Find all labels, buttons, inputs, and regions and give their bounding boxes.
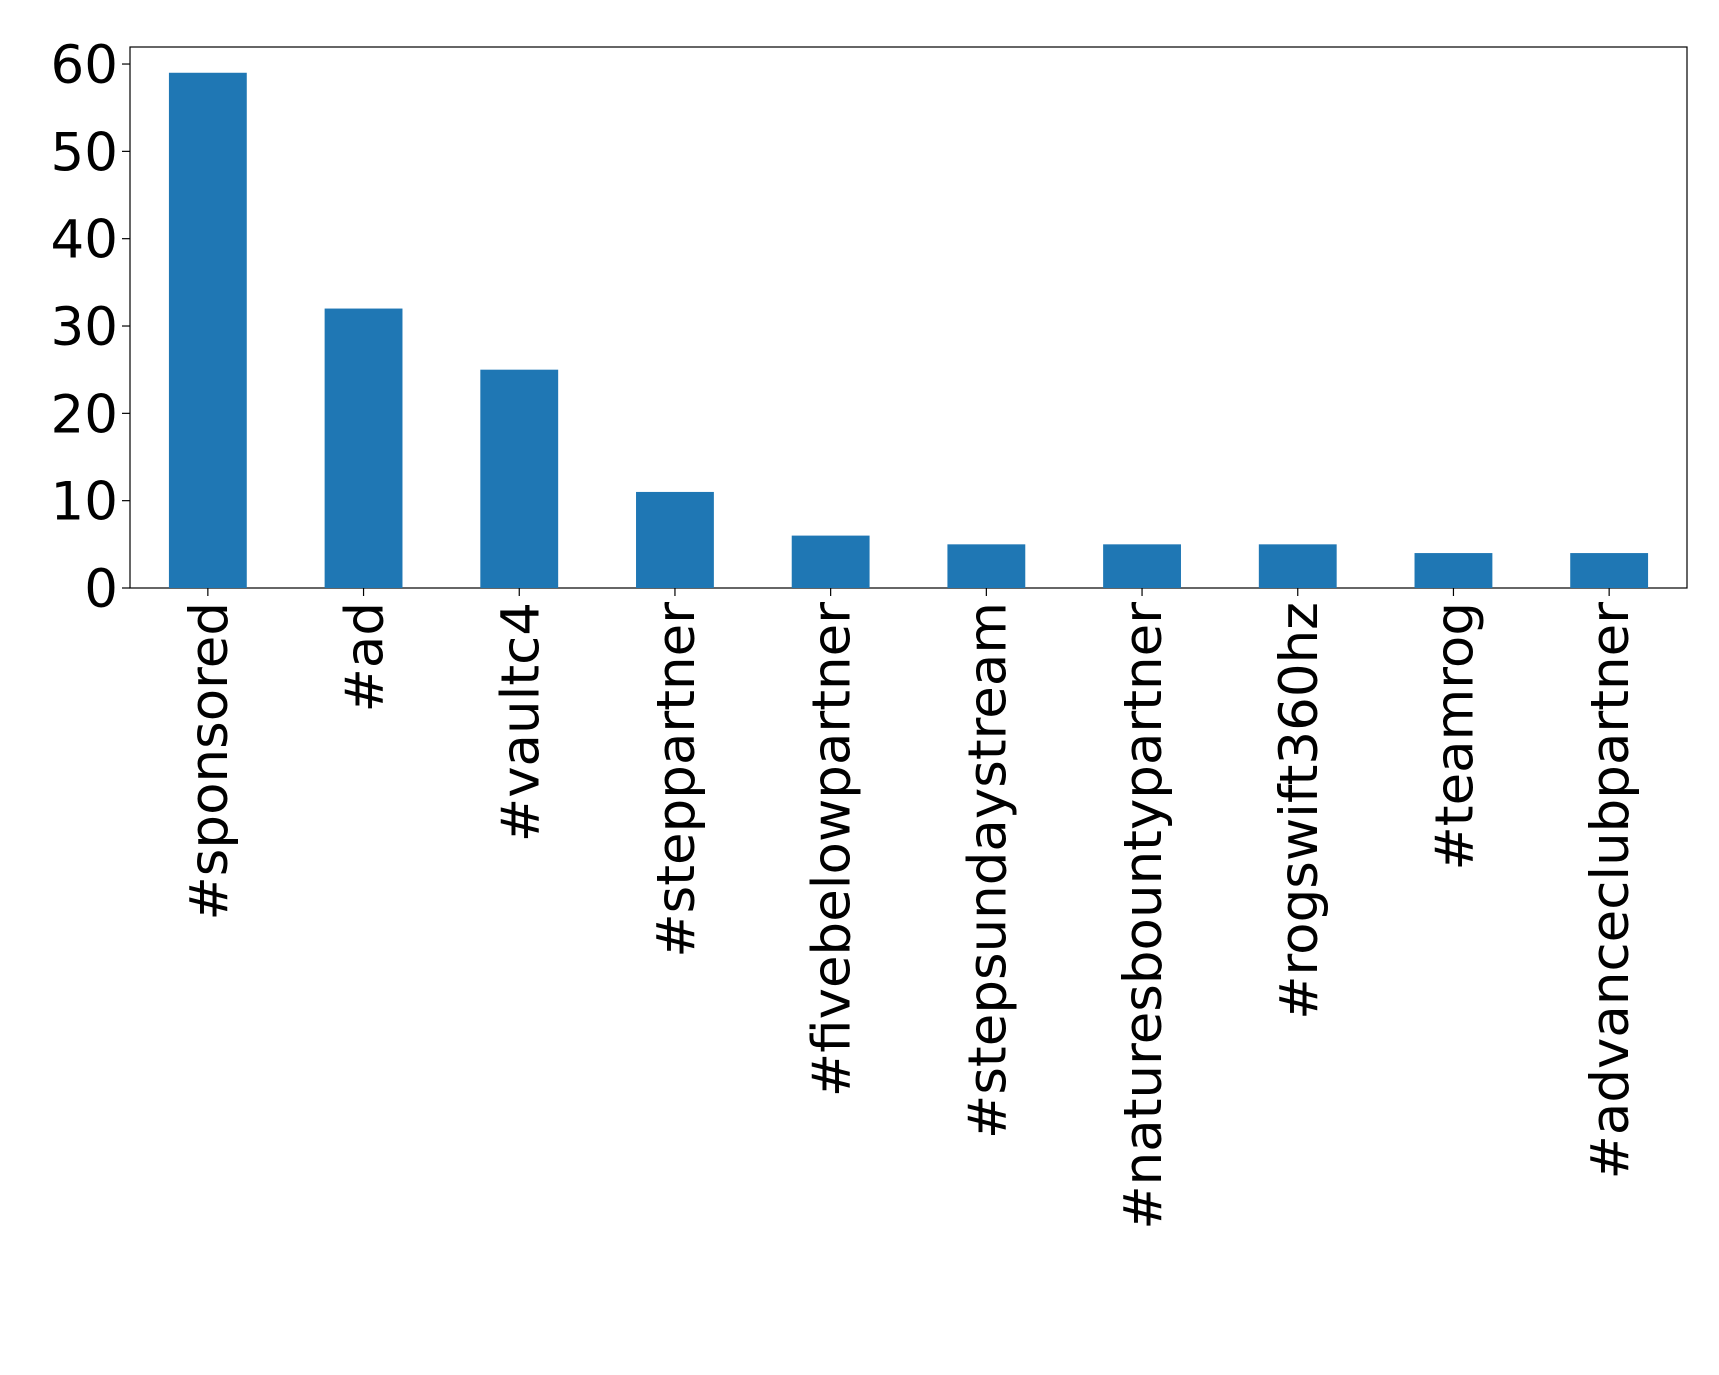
bar (1258, 544, 1337, 588)
bar (480, 369, 559, 588)
x-tick-label: #sponsored (179, 602, 240, 921)
x-tick-label: #ad (335, 602, 396, 713)
x-tick-label: #advanceclubpartner (1580, 602, 1641, 1180)
x-tick-label: #steppartner (646, 602, 707, 958)
bar (947, 544, 1026, 588)
y-tick-label: 10 (51, 472, 118, 533)
bar (791, 535, 870, 588)
y-tick-label: 30 (51, 297, 118, 358)
x-tick-label: #rogswift360hz (1269, 602, 1330, 1020)
x-tick-label: #vaultc4 (490, 602, 551, 842)
x-tick-label: #teamrog (1424, 602, 1485, 871)
bar (1103, 544, 1181, 588)
y-tick-label: 20 (51, 384, 118, 445)
x-tick-label: #fivebelowpartner (802, 602, 863, 1097)
y-tick-label: 50 (51, 122, 118, 183)
bar (636, 491, 714, 588)
bar (324, 308, 403, 588)
y-tick-label: 40 (51, 210, 118, 271)
plot-frame (129, 46, 1688, 589)
x-tick-label: #naturesbountypartner (1113, 602, 1174, 1230)
bar (168, 72, 247, 588)
x-tick-label: #stepsundaystream (957, 602, 1018, 1139)
bar (1414, 553, 1493, 588)
y-tick-label: 60 (51, 35, 118, 96)
bar (1570, 553, 1649, 588)
y-tick-label: 0 (84, 559, 118, 620)
